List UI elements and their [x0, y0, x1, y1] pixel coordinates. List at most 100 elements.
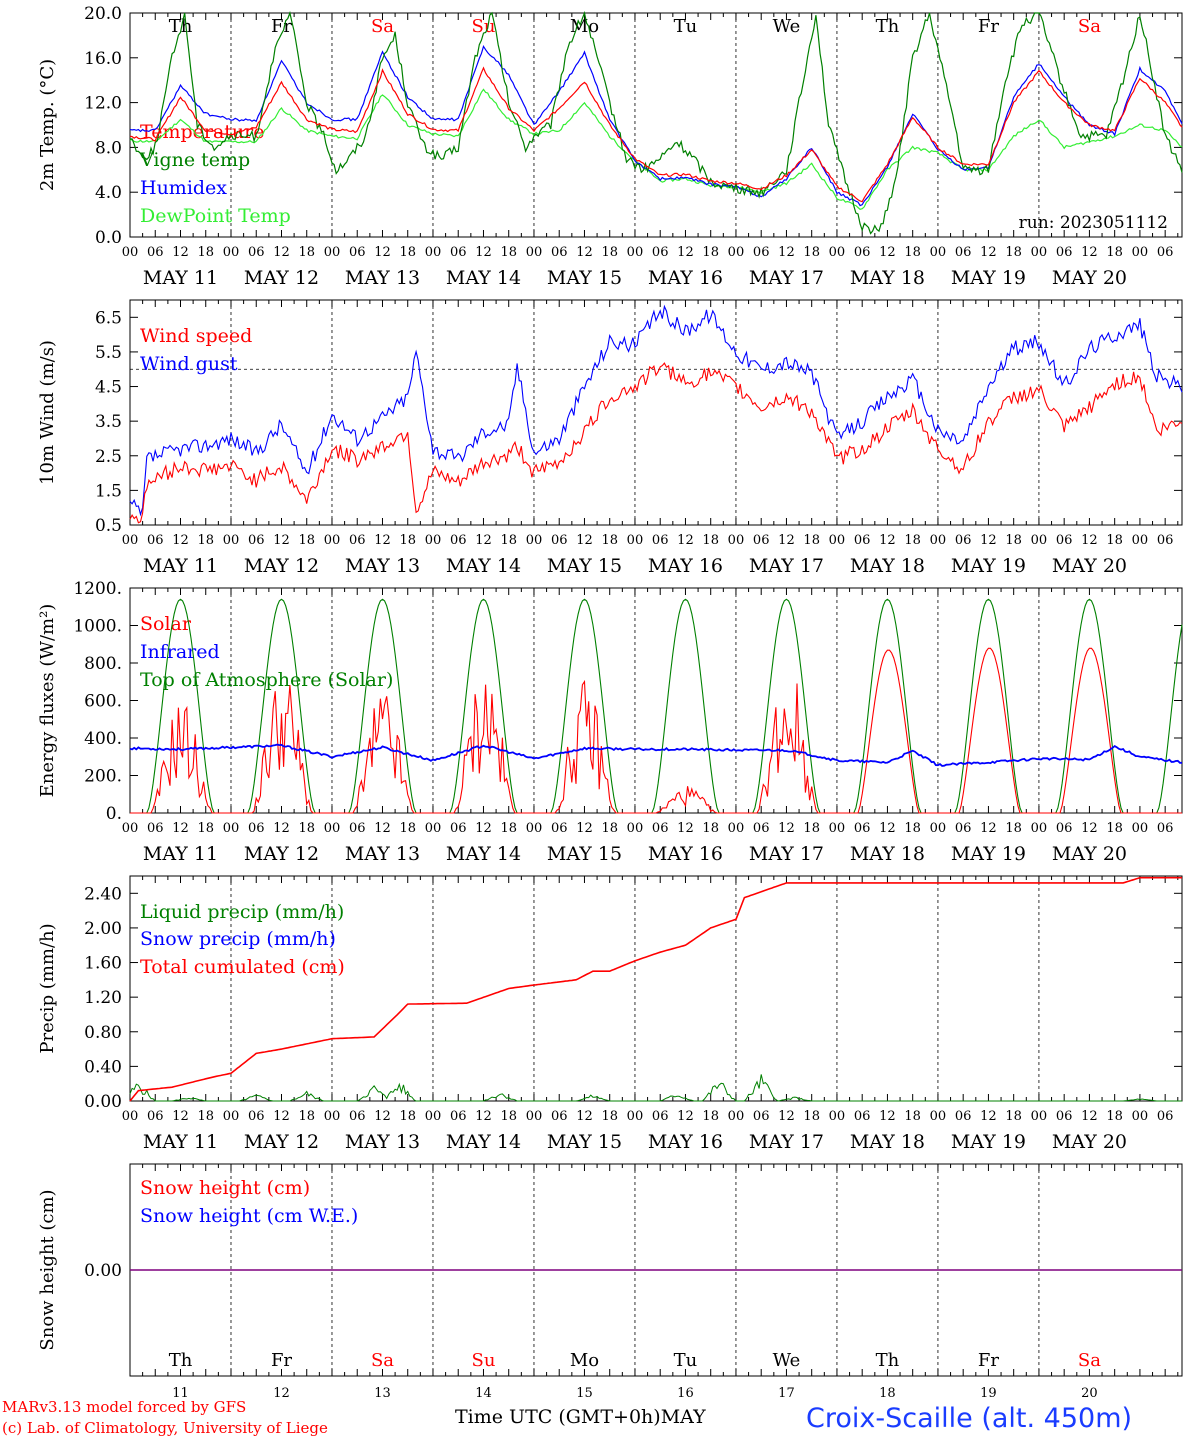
y-tick-label: 600.: [84, 692, 122, 712]
panel-frame: [129, 587, 1183, 814]
hour-label: 00: [425, 245, 442, 260]
hour-label: 12: [1081, 821, 1098, 836]
hour-label: 18: [298, 1109, 315, 1124]
hour-label: 06: [551, 533, 568, 548]
hour-label: 12: [374, 1109, 391, 1124]
hour-label: 18: [298, 533, 315, 548]
date-label: MAY 15: [547, 555, 622, 577]
y-tick-label: 0.80: [84, 1023, 122, 1043]
hour-label: 00: [223, 821, 240, 836]
hour-label: 12: [879, 533, 896, 548]
hour-label: 12: [879, 821, 896, 836]
weekday-label: Mo: [570, 1350, 599, 1371]
hour-label: 06: [955, 245, 972, 260]
hour-label: 00: [829, 1109, 846, 1124]
date-label: MAY 14: [446, 843, 521, 865]
hour-label: 18: [601, 1109, 618, 1124]
hour-label: 12: [1081, 533, 1098, 548]
y-tick-label: 1200.: [73, 579, 122, 599]
y-tick-label: 16.0: [84, 49, 122, 69]
day-number-label: 11: [172, 1386, 189, 1401]
hour-label: 00: [829, 533, 846, 548]
panel-frame: [129, 12, 1183, 238]
hour-label: 12: [273, 533, 290, 548]
hour-label: 12: [980, 245, 997, 260]
legend-entry: Solar: [140, 613, 192, 635]
date-label: MAY 11: [143, 843, 218, 865]
hour-label: 18: [601, 245, 618, 260]
date-label: MAY 12: [244, 843, 319, 865]
hour-label: 18: [803, 533, 820, 548]
y-axis-title: Energy fluxes (W/m²): [37, 604, 58, 798]
date-label: MAY 15: [547, 267, 622, 289]
temp-series-line: [129, 10, 1183, 235]
hour-label: 18: [197, 821, 214, 836]
date-label: MAY 14: [446, 555, 521, 577]
y-axis-title: Snow height (cm): [37, 1189, 58, 1350]
hour-label: 06: [1056, 245, 1073, 260]
run-annotation: run: 2023051112: [1019, 213, 1168, 233]
temp-series-line: [129, 66, 1183, 203]
hour-label: 12: [677, 245, 694, 260]
hour-label: 12: [778, 1109, 795, 1124]
y-tick-label: 2.40: [84, 884, 122, 904]
date-label: MAY 12: [244, 555, 319, 577]
hour-label: 12: [778, 533, 795, 548]
hour-label: 00: [1132, 245, 1149, 260]
y-tick-label: 400.: [84, 729, 122, 749]
total-cumulated-line: [129, 876, 1182, 1102]
hour-label: 00: [1132, 821, 1149, 836]
hour-label: 12: [576, 533, 593, 548]
hour-label: 06: [349, 1109, 366, 1124]
hour-label: 18: [500, 245, 517, 260]
hour-label: 18: [601, 821, 618, 836]
date-label: MAY 13: [345, 267, 420, 289]
hour-label: 06: [854, 533, 871, 548]
hour-label: 06: [450, 533, 467, 548]
hour-label: 12: [677, 821, 694, 836]
hour-label: 00: [526, 821, 543, 836]
y-tick-label: 6.5: [95, 308, 122, 328]
hour-label: 06: [854, 821, 871, 836]
liquid-precip-line: [129, 1074, 1182, 1102]
hour-label: 00: [425, 1109, 442, 1124]
hour-label: 06: [1157, 533, 1174, 548]
hour-label: 00: [930, 533, 947, 548]
hour-label: 06: [450, 245, 467, 260]
infrared-line: [129, 743, 1182, 767]
hour-label: 12: [172, 245, 189, 260]
date-label: MAY 18: [850, 555, 925, 577]
hour-label: 00: [1031, 1109, 1048, 1124]
legend-entry: Wind gust: [140, 353, 238, 375]
date-label: MAY 15: [547, 1131, 622, 1153]
y-tick-label: 1000.: [73, 617, 122, 637]
y-tick-label: 4.5: [95, 378, 122, 398]
date-label: MAY 20: [1052, 555, 1127, 577]
copyright-credit: (c) Lab. of Climatology, University of L…: [2, 1419, 328, 1437]
hour-label: 06: [1056, 533, 1073, 548]
y-tick-label: 0.00: [84, 1092, 122, 1112]
hour-label: 00: [1132, 533, 1149, 548]
legend-entry: Snow precip (mm/h): [140, 928, 336, 950]
date-label: MAY 16: [648, 267, 723, 289]
temp-series-line: [129, 88, 1183, 210]
hour-label: 18: [702, 533, 719, 548]
date-label: MAY 20: [1052, 1131, 1127, 1153]
hour-label: 00: [324, 1109, 341, 1124]
y-tick-label: 2.5: [95, 447, 122, 467]
hour-label: 00: [425, 533, 442, 548]
y-tick-label: 0.5: [95, 516, 122, 536]
hour-label: 12: [980, 533, 997, 548]
hour-label: 06: [551, 245, 568, 260]
hour-label: 18: [1005, 1109, 1022, 1124]
weekday-label: Mo: [570, 16, 599, 37]
hour-label: 12: [980, 821, 997, 836]
hour-label: 12: [677, 1109, 694, 1124]
hour-label: 00: [829, 245, 846, 260]
hour-label: 06: [854, 245, 871, 260]
date-label: MAY 13: [345, 1131, 420, 1153]
y-tick-label: 1.60: [84, 954, 122, 974]
hour-label: 00: [1132, 1109, 1149, 1124]
date-label: MAY 13: [345, 555, 420, 577]
hour-label: 06: [955, 533, 972, 548]
